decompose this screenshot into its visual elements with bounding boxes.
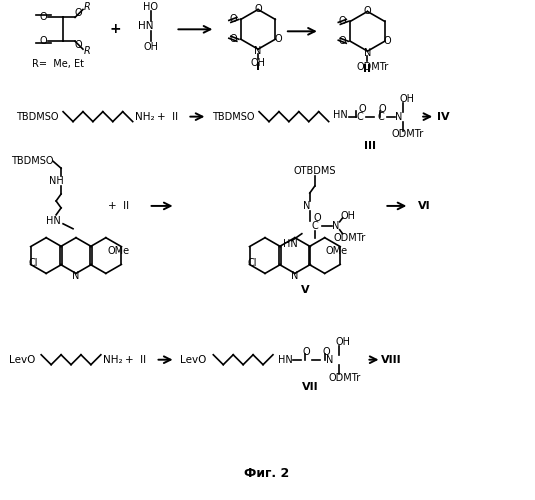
Text: ODMTr: ODMTr	[391, 130, 423, 140]
Text: +  II: + II	[108, 201, 129, 211]
Text: N: N	[72, 272, 80, 281]
Text: R: R	[83, 2, 90, 12]
Text: O: O	[274, 34, 282, 44]
Text: N: N	[332, 221, 339, 231]
Text: O: O	[358, 104, 366, 114]
Text: I: I	[256, 62, 260, 72]
Text: C: C	[356, 112, 363, 122]
Text: OMe: OMe	[108, 246, 130, 256]
Text: O: O	[379, 104, 386, 114]
Text: Cl: Cl	[28, 258, 38, 268]
Text: VII: VII	[301, 382, 318, 392]
Text: O: O	[229, 34, 236, 44]
Text: TBDMSO: TBDMSO	[212, 112, 255, 122]
Text: Cl: Cl	[247, 258, 257, 268]
Text: +  II: + II	[125, 354, 146, 364]
Text: OH: OH	[400, 94, 415, 104]
Text: OH: OH	[250, 58, 265, 68]
Text: O: O	[40, 12, 47, 22]
Text: +: +	[110, 22, 121, 36]
Text: III: III	[364, 142, 377, 152]
Text: NH₂: NH₂	[103, 354, 123, 364]
Text: +  II: + II	[157, 112, 178, 122]
Text: O: O	[384, 36, 392, 46]
Text: OH: OH	[143, 42, 158, 52]
Text: OH: OH	[340, 211, 355, 221]
Text: NH₂: NH₂	[135, 112, 155, 122]
Text: N: N	[395, 112, 402, 122]
Text: VIII: VIII	[381, 354, 402, 364]
Text: R: R	[83, 46, 90, 56]
Text: LevO: LevO	[180, 354, 207, 364]
Text: O: O	[314, 213, 322, 223]
Text: O: O	[323, 347, 331, 357]
Text: TBDMSO: TBDMSO	[16, 112, 59, 122]
Text: HN: HN	[282, 238, 297, 248]
Text: HN: HN	[46, 216, 60, 226]
Text: OMe: OMe	[326, 246, 348, 256]
Text: O: O	[254, 4, 262, 15]
Text: N: N	[291, 272, 299, 281]
Text: O: O	[339, 36, 346, 46]
Text: C: C	[377, 112, 384, 122]
Text: N: N	[364, 48, 371, 58]
Text: O: O	[339, 16, 346, 26]
Text: HN: HN	[278, 354, 292, 364]
Text: O: O	[74, 8, 82, 18]
Text: R=  Me, Et: R= Me, Et	[32, 59, 84, 69]
Text: ODMTr: ODMTr	[356, 62, 388, 72]
Text: C: C	[311, 221, 318, 231]
Text: IV: IV	[437, 112, 449, 122]
Text: O: O	[229, 14, 236, 24]
Text: Фиг. 2: Фиг. 2	[244, 468, 289, 480]
Text: N: N	[326, 354, 333, 364]
Text: VI: VI	[418, 201, 431, 211]
Text: HO: HO	[143, 2, 158, 12]
Text: ODMTr: ODMTr	[328, 372, 361, 382]
Text: O: O	[364, 6, 371, 16]
Text: LevO: LevO	[9, 354, 36, 364]
Text: O: O	[303, 347, 311, 357]
Text: TBDMSO: TBDMSO	[11, 156, 54, 166]
Text: V: V	[301, 286, 309, 296]
Text: HN: HN	[138, 22, 154, 32]
Text: OTBDMS: OTBDMS	[294, 166, 336, 176]
Text: N: N	[254, 46, 262, 56]
Text: O: O	[40, 36, 47, 46]
Text: N: N	[303, 201, 310, 211]
Text: NH: NH	[49, 176, 64, 186]
Text: ODMTr: ODMTr	[333, 232, 366, 242]
Text: HN: HN	[333, 110, 348, 120]
Text: OH: OH	[335, 337, 350, 347]
Text: II: II	[363, 64, 371, 74]
Text: O: O	[74, 40, 82, 50]
